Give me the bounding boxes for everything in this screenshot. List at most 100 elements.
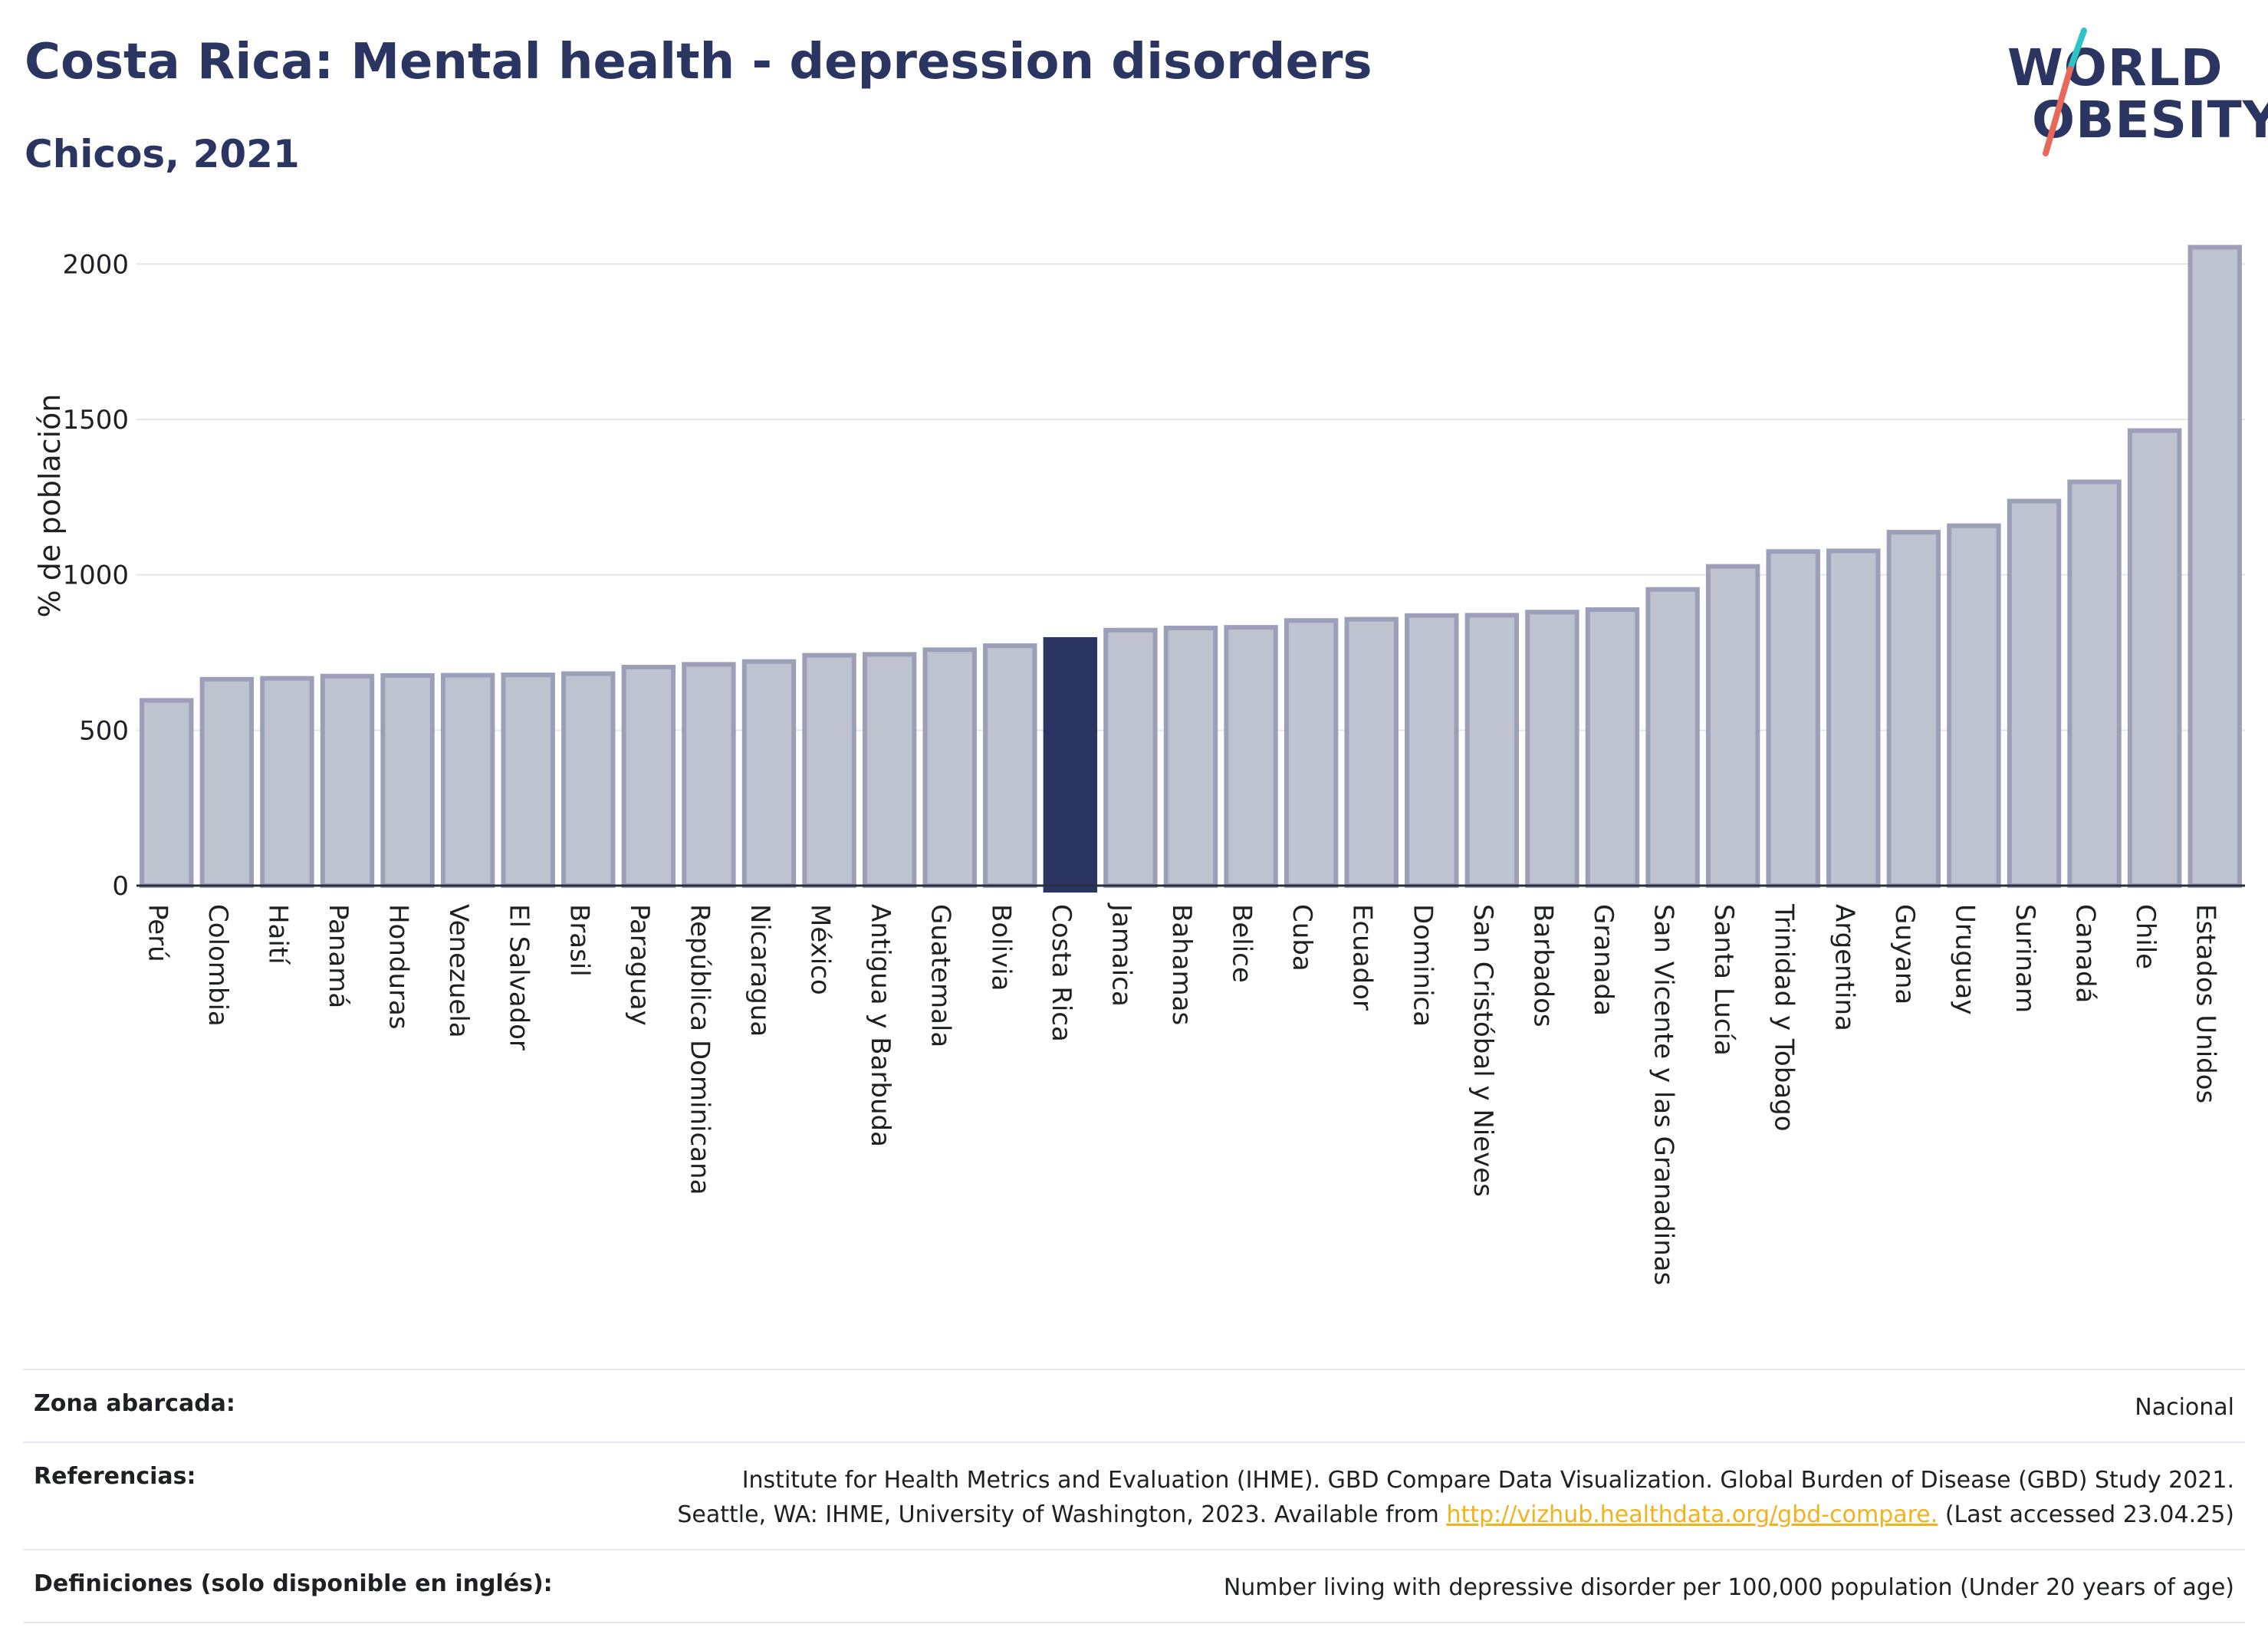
x-tick-label: Perú [142, 904, 173, 962]
bar [1886, 530, 1941, 888]
bar [2127, 428, 2182, 889]
bar [380, 672, 435, 888]
x-tick-label: Uruguay [1949, 904, 1980, 1015]
logo-slash-icon [2043, 28, 2087, 156]
y-tick-label: 2000 [62, 249, 129, 280]
bar [1344, 616, 1399, 888]
bar [741, 659, 797, 888]
y-axis-ticks: 0 500 1000 1500 2000 [62, 249, 129, 902]
footer-row-definitions: Definiciones (solo disponible en inglés)… [23, 1549, 2245, 1623]
bar [2007, 498, 2062, 888]
x-tick-label: Dominica [1407, 904, 1438, 1027]
references-accessed: (Last accessed 23.04.25) [1938, 1501, 2234, 1528]
bar [260, 676, 314, 888]
y-tick-label: 500 [79, 715, 129, 746]
chart-subtitle: Chicos, 2021 [25, 132, 300, 176]
bar [1224, 625, 1278, 889]
x-tick-label: Canadá [2070, 904, 2101, 1003]
x-tick-label: Brasil [564, 904, 594, 977]
x-tick-label: El Salvador [504, 904, 534, 1050]
bar [1163, 625, 1218, 888]
x-tick-label: Belice [1227, 904, 1257, 983]
x-tick-label: Barbados [1527, 904, 1558, 1027]
x-tick-label: República Dominicana [684, 904, 715, 1195]
references-label: Referencias: [34, 1463, 196, 1490]
y-tick-label: 1000 [62, 561, 129, 591]
zone-value: Nacional [2135, 1394, 2234, 1421]
x-tick-label: Argentina [1829, 904, 1859, 1031]
chart-title: Costa Rica: Mental health - depression d… [25, 34, 1372, 90]
x-tick-label: Cuba [1287, 904, 1317, 972]
bar [862, 652, 917, 888]
definitions-label: Definiciones (solo disponible en inglés)… [34, 1570, 553, 1597]
bar [440, 672, 495, 888]
x-tick-label: Bolivia [985, 904, 1016, 991]
bar [1525, 610, 1579, 889]
y-tick-label: 0 [112, 871, 129, 902]
x-tick-label: San Cristóbal y Nieves [1468, 904, 1498, 1197]
bars [140, 245, 2242, 893]
bar [2067, 479, 2122, 888]
x-tick-label: Colombia [202, 904, 233, 1027]
x-tick-label: Haití [262, 904, 293, 965]
bar [922, 647, 977, 888]
x-tick-label: Estados Unidos [2191, 904, 2221, 1103]
footer-row-zone: Zona abarcada: Nacional [23, 1369, 2245, 1442]
y-axis-label: % de población [33, 394, 67, 618]
x-tick-label: Guatemala [925, 904, 956, 1047]
bar [140, 698, 194, 889]
bar [1947, 523, 2001, 888]
bar [1645, 587, 1700, 888]
y-tick-label: 1500 [62, 405, 129, 436]
bar [1826, 548, 1881, 888]
x-tick-label: Surinam [2010, 904, 2040, 1013]
bar [1766, 549, 1820, 888]
x-tick-label: Venezuela [443, 904, 474, 1038]
x-tick-label: Ecuador [1347, 904, 1378, 1011]
references-link[interactable]: http://vizhub.healthdata.org/gbd-compare… [1446, 1501, 1938, 1528]
references-line-1: Institute for Health Metrics and Evaluat… [741, 1467, 2234, 1494]
x-tick-label: Nicaragua [744, 904, 775, 1037]
zone-label: Zona abarcada: [34, 1390, 235, 1417]
x-tick-label: Panamá [323, 904, 353, 1008]
x-tick-label: Santa Lucía [1708, 904, 1739, 1056]
bar-highlighted [1043, 636, 1098, 893]
bar [1585, 607, 1640, 888]
x-tick-label: Jamaica [1106, 902, 1136, 1007]
footer-row-references: Referencias: Institute for Health Metric… [23, 1442, 2245, 1549]
x-tick-label: Paraguay [624, 904, 655, 1026]
bar [802, 653, 856, 888]
definitions-value: Number living with depressive disorder p… [1223, 1574, 2234, 1601]
x-tick-label: México [805, 904, 836, 995]
x-tick-label: Costa Rica [1046, 904, 1076, 1042]
bar [1284, 618, 1339, 888]
bar [1405, 613, 1459, 888]
x-tick-label: Granada [1588, 904, 1619, 1016]
x-tick-label: San Vicente y las Granadinas [1648, 904, 1679, 1285]
bar [1103, 627, 1158, 888]
world-obesity-logo: WORLD OBESITY [1994, 23, 2268, 169]
bar [2187, 245, 2242, 888]
bar [320, 673, 375, 888]
references-line-2: Seattle, WA: IHME, University of Washing… [677, 1501, 1447, 1528]
x-tick-label: Trinidad y Tobago [1769, 903, 1800, 1132]
footer-table: Zona abarcada: Nacional Referencias: Ins… [23, 1369, 2245, 1623]
bar-chart: 0 500 1000 1500 2000 Perú Colombia Haití Panamá… [33, 245, 2245, 1285]
bar [501, 672, 555, 888]
x-tick-label: Honduras [383, 904, 414, 1030]
logo-line-1: WORLD [2007, 38, 2224, 97]
x-tick-label: Bahamas [1166, 904, 1197, 1025]
bar [199, 676, 255, 889]
bar [983, 643, 1037, 888]
x-tick-label: Guyana [1889, 904, 1920, 1004]
references-value: Institute for Health Metrics and Evaluat… [677, 1463, 2234, 1532]
bar [561, 671, 616, 888]
bar [682, 662, 736, 888]
x-tick-label: Antigua y Barbuda [865, 904, 896, 1147]
bar [1705, 564, 1760, 888]
x-tick-label: Chile [2130, 904, 2161, 969]
bar [621, 665, 676, 889]
bar [1464, 613, 1520, 889]
logo-line-2: OBESITY [2032, 90, 2268, 150]
x-axis-labels: Perú Colombia Haití Panamá Honduras Venezuela… [142, 902, 2220, 1285]
